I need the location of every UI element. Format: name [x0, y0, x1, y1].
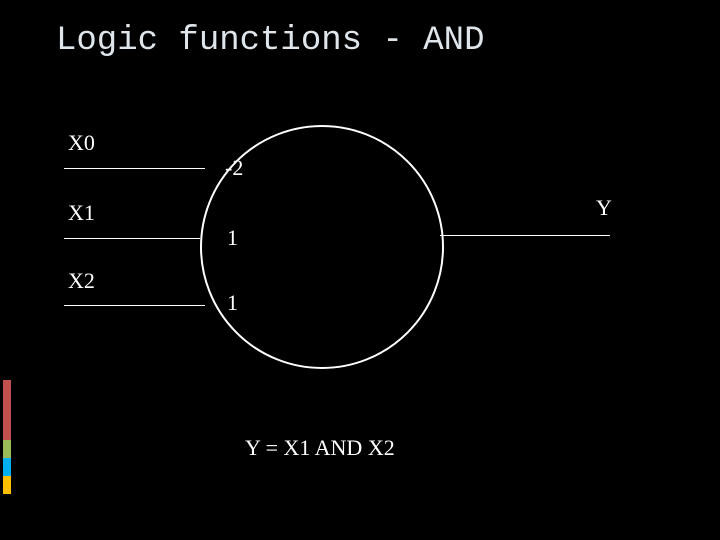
input-line	[64, 305, 205, 306]
output-label: Y	[596, 195, 612, 221]
equation-text: Y = X1 AND X2	[245, 435, 395, 461]
input-label: X2	[68, 268, 95, 294]
input-line	[64, 168, 205, 169]
input-line	[64, 238, 200, 239]
accent-stripe	[3, 440, 11, 458]
input-label: X0	[68, 130, 95, 156]
accent-stripe	[3, 458, 11, 476]
weight-label: 1	[227, 290, 238, 316]
weight-label: 1	[227, 225, 238, 251]
weight-label: -2	[225, 155, 243, 181]
slide-root: Logic functions - AND X0 X1 X2 -2 1 1 Y Y = X1…	[0, 0, 720, 540]
output-line	[440, 235, 610, 236]
input-label: X1	[68, 200, 95, 226]
accent-stripe	[3, 476, 11, 494]
slide-title: Logic functions - AND	[56, 22, 484, 60]
accent-stripe	[3, 380, 11, 440]
